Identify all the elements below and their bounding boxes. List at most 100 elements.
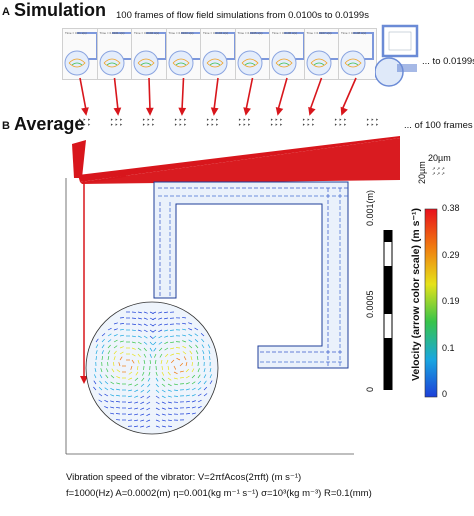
flow-vector <box>152 341 157 346</box>
flow-vector <box>154 353 157 358</box>
flow-vector <box>208 350 211 355</box>
flow-vector <box>197 374 201 379</box>
flow-vector <box>113 356 116 361</box>
flow-vector <box>185 362 188 367</box>
flow-vector <box>101 350 104 355</box>
flow-vector <box>155 419 160 422</box>
flow-vector <box>173 389 179 391</box>
flow-vector <box>131 353 136 357</box>
averaged-frame-marker: ‣‣‣ ‣‣‣ <box>366 117 380 129</box>
flow-vector <box>170 353 175 356</box>
flow-vector <box>137 323 142 326</box>
velocity-colorbar <box>424 208 438 398</box>
flow-vector <box>176 357 181 361</box>
frame-time-label: Time = 0.0104 s(s) <box>203 31 228 35</box>
flow-vector <box>95 338 99 343</box>
flow-vector <box>137 311 142 314</box>
frame-time-label: Time = 0.0105 s(s) <box>237 31 263 35</box>
flow-vector <box>209 368 212 373</box>
flow-vector <box>143 341 148 345</box>
flow-vector <box>167 371 171 376</box>
scalebar-tick-top: 0.001(m) <box>365 189 375 226</box>
flow-vector <box>134 383 139 387</box>
simulation-frame-thumbnail: Time = 0.0104 s(s) <box>200 28 239 80</box>
flow-vector <box>203 393 208 397</box>
flow-vector <box>189 350 193 355</box>
flow-vector <box>149 335 154 339</box>
frame-to-average-arrowhead <box>308 106 316 116</box>
flow-vector <box>164 335 169 338</box>
flow-vector <box>158 335 163 339</box>
colorbar-label: Velocity (arrow color scale) (m s⁻¹) <box>410 207 422 381</box>
flow-vector <box>111 368 115 373</box>
flow-vector <box>207 344 211 349</box>
flow-vector <box>113 334 118 337</box>
simulation-frame-thumbnail: Time = 0.0107 s(s) <box>303 28 343 80</box>
flow-vector <box>191 387 196 391</box>
flow-vector <box>182 322 187 325</box>
flow-vector <box>191 368 195 373</box>
flow-vector <box>146 401 151 405</box>
flow-vector <box>167 377 172 381</box>
flow-vector <box>161 395 166 399</box>
flow-vector <box>149 359 152 365</box>
flow-vector <box>197 387 202 391</box>
flow-vector <box>140 419 145 422</box>
flow-vector <box>101 355 104 361</box>
flow-vector <box>161 383 166 387</box>
flow-vector <box>119 351 124 355</box>
flow-vector <box>137 329 142 332</box>
frame-flow-sketch <box>64 32 98 76</box>
flow-vector <box>94 368 97 373</box>
flow-vector <box>135 371 139 376</box>
flow-vector <box>143 359 146 364</box>
panel-b-title: Average <box>14 114 85 134</box>
frame-to-average-arrow <box>113 77 119 111</box>
frame-time-label: Time = 0.0108 s(s) <box>341 31 366 35</box>
frame-flow-sketch <box>237 32 271 76</box>
flow-vector <box>134 395 139 398</box>
flow-vector <box>113 328 118 331</box>
scale-label-horizontal: 20µm <box>428 153 451 163</box>
flow-vector <box>155 425 160 428</box>
flow-vector <box>185 375 190 379</box>
flow-vector <box>107 344 111 349</box>
frame-to-average-arrow <box>213 77 219 111</box>
flow-vector <box>185 413 191 415</box>
frame-to-average-arrow <box>181 77 185 111</box>
flow-vector <box>191 400 196 403</box>
flow-vector <box>134 425 139 428</box>
flow-vector <box>154 359 157 364</box>
flow-vector <box>158 317 163 320</box>
flow-vector <box>209 380 213 385</box>
colorbar-tick-label: 0 <box>442 389 448 399</box>
flow-vector <box>188 328 193 331</box>
flow-vector <box>158 323 163 326</box>
flow-vector <box>173 377 178 380</box>
flow-vector <box>131 317 137 319</box>
flow-vector <box>185 394 190 397</box>
frame-time-label: Time = 0.0103 s(s) <box>168 31 194 35</box>
flow-vector <box>110 394 115 397</box>
flow-vector <box>95 355 97 361</box>
flow-vector <box>143 347 147 352</box>
flow-vector <box>98 399 103 403</box>
frame-flow-sketch <box>202 32 236 76</box>
flow-vector <box>173 365 177 370</box>
length-scale-bar <box>383 230 393 390</box>
flow-vector <box>110 375 115 379</box>
frame-to-average-arrowhead <box>81 107 89 116</box>
flow-vector <box>170 359 175 364</box>
flow-vector <box>191 381 196 385</box>
flow-vector <box>191 394 196 397</box>
flow-vector <box>161 407 166 410</box>
frame-to-average-arrow <box>341 77 357 111</box>
flow-vector <box>134 401 139 404</box>
flow-vector <box>152 329 157 333</box>
flow-vector <box>188 333 193 337</box>
scalebar-tick-mid: 0.0005 <box>365 290 375 318</box>
flow-vector <box>188 339 193 343</box>
flow-vector <box>98 387 103 391</box>
flow-vector <box>137 347 142 351</box>
flow-vector <box>182 340 187 343</box>
